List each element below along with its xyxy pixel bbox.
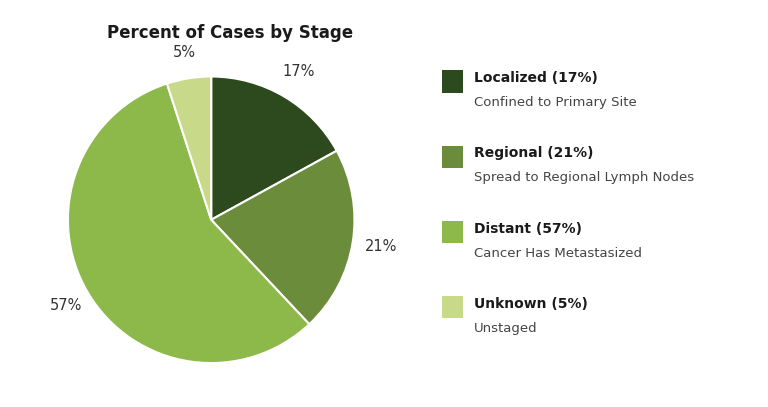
Text: 5%: 5% bbox=[174, 45, 197, 60]
Text: Localized (17%): Localized (17%) bbox=[474, 71, 598, 85]
Text: 57%: 57% bbox=[49, 298, 82, 313]
Text: Cancer Has Metastasized: Cancer Has Metastasized bbox=[474, 247, 642, 260]
Wedge shape bbox=[68, 83, 310, 363]
Wedge shape bbox=[211, 77, 336, 220]
Text: Percent of Cases by Stage: Percent of Cases by Stage bbox=[108, 24, 353, 42]
Text: Unstaged: Unstaged bbox=[474, 322, 538, 335]
Text: 21%: 21% bbox=[365, 239, 397, 254]
Text: Distant (57%): Distant (57%) bbox=[474, 222, 582, 236]
Text: 17%: 17% bbox=[283, 64, 315, 79]
Wedge shape bbox=[167, 77, 211, 220]
Text: Regional (21%): Regional (21%) bbox=[474, 147, 594, 160]
Text: Unknown (5%): Unknown (5%) bbox=[474, 297, 588, 311]
Text: Spread to Regional Lymph Nodes: Spread to Regional Lymph Nodes bbox=[474, 171, 694, 184]
Text: Confined to Primary Site: Confined to Primary Site bbox=[474, 96, 637, 109]
Wedge shape bbox=[211, 151, 355, 324]
